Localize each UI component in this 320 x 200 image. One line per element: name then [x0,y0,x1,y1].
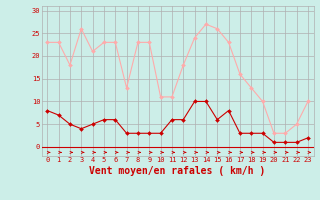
X-axis label: Vent moyen/en rafales ( km/h ): Vent moyen/en rafales ( km/h ) [90,166,266,176]
